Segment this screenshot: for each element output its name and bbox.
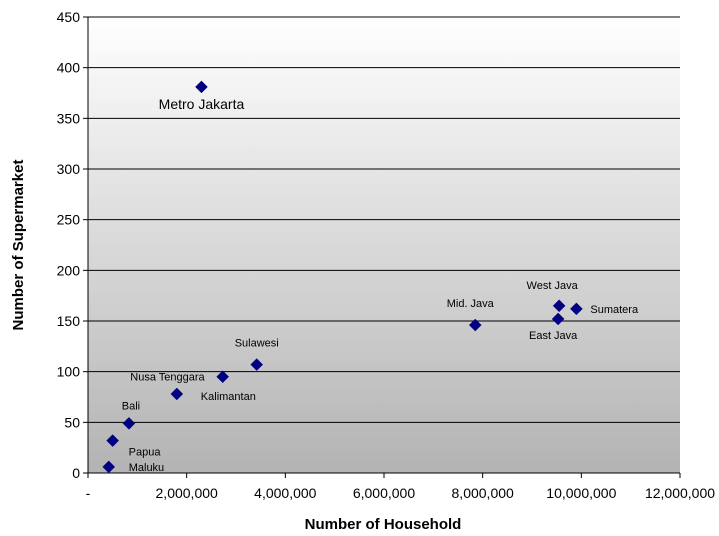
label-east-java: East Java: [529, 330, 578, 342]
point-papua: [106, 434, 120, 447]
y-tick-label-5: 250: [57, 212, 81, 228]
y-tick-label-7: 350: [57, 110, 81, 126]
y-tick-label-8: 400: [57, 60, 81, 76]
y-tick-label-9: 450: [57, 9, 81, 25]
label-sulawesi: Sulawesi: [235, 338, 279, 350]
label-maluku: Maluku: [129, 462, 164, 474]
gridlines: [88, 16, 680, 423]
y-tick-label-2: 100: [57, 364, 81, 380]
label-bali: Bali: [122, 400, 140, 412]
x-tick-label-1: 2,000,000: [156, 485, 218, 501]
point-metro-jakarta: [195, 80, 208, 94]
point-mid-java: [468, 318, 482, 332]
y-tick-label-6: 300: [57, 161, 81, 177]
label-west-java: West Java: [527, 280, 579, 292]
x-tick-label-5: 10,000,000: [546, 485, 616, 501]
label-sumatera: Sumatera: [590, 304, 639, 316]
label-papua: Papua: [129, 447, 162, 459]
y-tick-label-0: 0: [72, 465, 80, 481]
point-labels: Metro Jakarta West Java Sumatera East Java M…: [122, 96, 639, 474]
point-nusa-tenggara: [216, 370, 230, 384]
point-sulawesi: [250, 358, 264, 371]
label-metro-jakarta: Metro Jakarta: [159, 96, 245, 112]
x-axis-title: Number of Household: [305, 516, 462, 533]
x-tick-label-4: 8,000,000: [452, 485, 514, 501]
point-kalimantan: [170, 387, 184, 401]
point-sumatera: [570, 302, 583, 316]
x-tick-label-6: 12,000,000: [645, 485, 715, 501]
data-points: [102, 80, 583, 474]
y-tick-label-3: 150: [57, 313, 81, 329]
label-kalimantan: Kalimantan: [201, 391, 256, 403]
point-bali: [122, 416, 136, 430]
x-tick-labels: - 2,000,000 4,000,000 6,000,000 8,000,000 10,…: [86, 473, 715, 501]
y-tick-label-4: 200: [57, 262, 81, 278]
point-east-java: [551, 312, 565, 326]
label-mid-java: Mid. Java: [447, 298, 495, 310]
plot-area: [88, 17, 680, 473]
y-tick-label-1: 50: [64, 414, 80, 430]
y-tick-labels: 0 50 100 150 200 250 300 350 400 450: [57, 9, 88, 481]
y-axis-title: Number of Supermarket: [10, 160, 27, 331]
point-west-java: [552, 299, 566, 313]
label-nusa-tenggara: Nusa Tenggara: [130, 372, 205, 384]
point-maluku: [102, 460, 116, 474]
x-tick-label-2: 4,000,000: [254, 485, 316, 501]
x-tick-label-3: 6,000,000: [353, 485, 415, 501]
x-tick-label-0: -: [86, 485, 91, 501]
